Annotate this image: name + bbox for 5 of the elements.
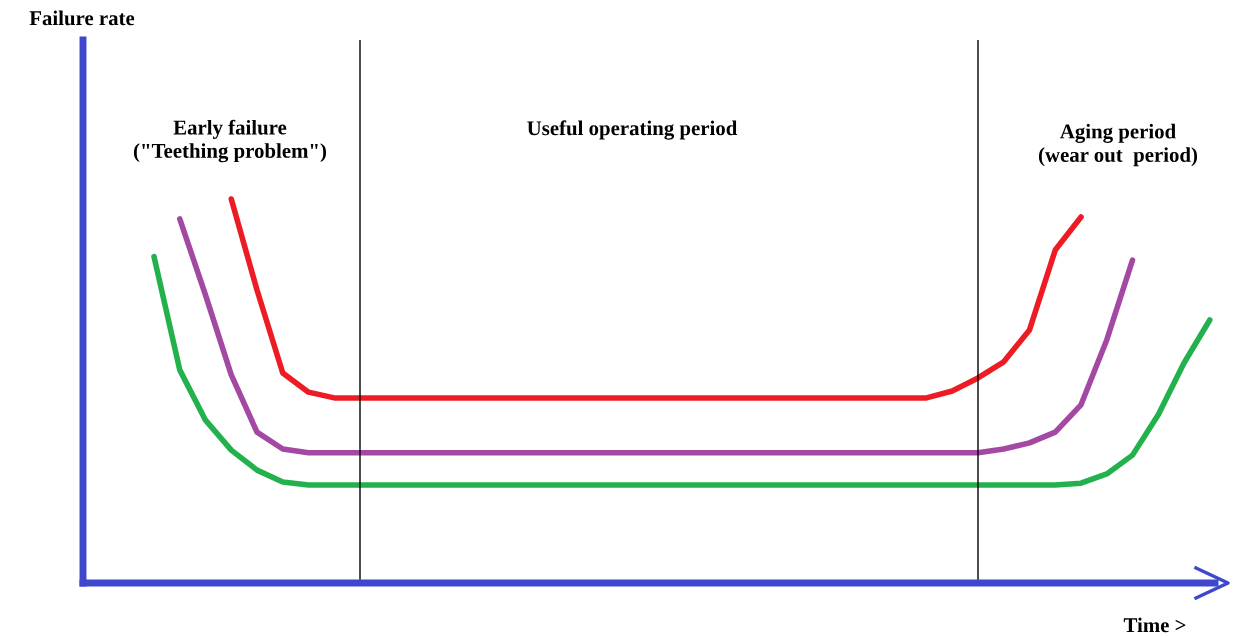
x-axis-title: Time > xyxy=(1123,617,1186,633)
text: Useful operating period xyxy=(527,120,738,140)
text: Failure rate xyxy=(29,10,135,26)
text: Early failure ("Teething problem") xyxy=(133,119,327,163)
text: Aging period (wear out period) xyxy=(1038,123,1198,167)
